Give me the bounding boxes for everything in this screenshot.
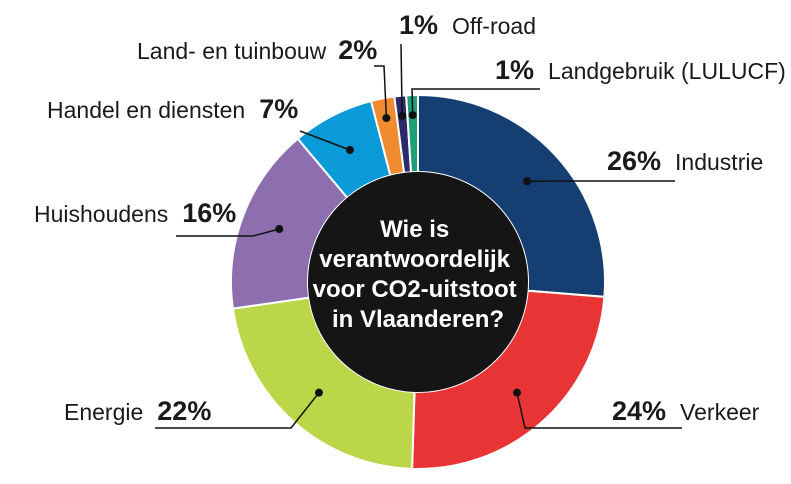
category-label-offroad: Off-road	[452, 13, 536, 39]
leader-line-off-road	[400, 43, 403, 116]
label-landbouw: Land- en tuinbouw 2%	[137, 35, 377, 65]
leader-lines	[155, 43, 682, 429]
category-label-huishoudens: Huishoudens	[34, 201, 168, 227]
value-label-handel: 7%	[259, 94, 298, 124]
leader-dot-landgebruik-lulucf	[408, 111, 417, 120]
leader-line-land-en-tuinbouw	[374, 65, 388, 119]
category-label-landgebruik: Landgebruik (LULUCF)	[548, 58, 786, 84]
leader-dot-handel-en-diensten	[345, 146, 354, 155]
leader-dot-huishoudens	[275, 225, 284, 234]
leader-dot-off-road	[398, 111, 407, 120]
center-title: Wie is verantwoordelijk voor CO2-uitstoo…	[313, 216, 524, 333]
value-label-landgebruik: 1%	[495, 55, 534, 85]
leader-line-handel-en-diensten	[299, 130, 351, 151]
category-label-verkeer: Verkeer	[680, 399, 760, 425]
leader-dot-verkeer	[513, 388, 522, 397]
center-title-line-3: voor CO2-uitstoot	[313, 276, 517, 303]
value-label-landbouw: 2%	[338, 35, 377, 65]
leader-line-landgebruik-lulucf	[411, 88, 540, 116]
value-label-huishoudens: 16%	[182, 198, 236, 228]
category-label-industrie: Industrie	[675, 149, 763, 175]
center-title-line-2: verantwoordelijk	[319, 246, 510, 273]
center-title-line-4: in Vlaanderen?	[332, 306, 504, 333]
label-offroad: 1% Off-road	[399, 10, 536, 40]
leader-line-huishoudens	[176, 228, 280, 237]
leader-line-verkeer	[516, 392, 682, 429]
value-label-verkeer: 24%	[612, 396, 666, 426]
leader-line-energie	[155, 392, 320, 429]
leader-dot-land-en-tuinbouw	[382, 114, 391, 123]
label-energie: Energie 22%	[64, 396, 211, 426]
value-label-energie: 22%	[157, 396, 211, 426]
center-disc	[308, 172, 528, 392]
value-label-offroad: 1%	[399, 10, 438, 40]
category-label-handel: Handel en diensten	[47, 97, 245, 123]
center-title-line-1: Wie is	[380, 216, 449, 243]
label-verkeer: 24% Verkeer	[612, 396, 760, 426]
value-label-industrie: 26%	[607, 146, 661, 176]
category-label-landbouw: Land- en tuinbouw	[137, 38, 327, 64]
leader-dot-industrie	[523, 177, 532, 186]
label-landgebruik: 1% Landgebruik (LULUCF)	[495, 55, 786, 85]
category-label-energie: Energie	[64, 399, 143, 425]
label-huishoudens: Huishoudens 16%	[34, 198, 236, 228]
label-handel: Handel en diensten 7%	[47, 94, 298, 124]
leader-dot-energie	[314, 388, 323, 397]
label-industrie: 26% Industrie	[607, 146, 763, 176]
